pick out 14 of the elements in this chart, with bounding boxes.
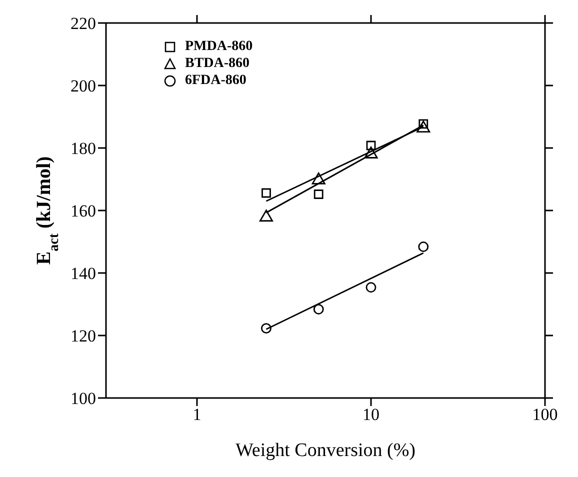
y-tick-label: 120 — [70, 326, 96, 346]
x-axis-title: Weight Conversion (%) — [236, 440, 416, 461]
y-tick-label: 180 — [70, 139, 96, 158]
legend-label: 6FDA-860 — [185, 72, 246, 89]
y-tick-label: 160 — [70, 202, 96, 221]
legend-label: BTDA-860 — [185, 55, 250, 72]
x-tick-label: 100 — [532, 405, 558, 424]
y-tick-label: 140 — [70, 264, 96, 284]
x-tick-label: 10 — [362, 405, 380, 424]
x-tick-label: 1 — [192, 405, 202, 424]
legend-label: PMDA-860 — [185, 38, 253, 55]
y-tick-label: 100 — [70, 389, 96, 408]
y-tick-label: 200 — [70, 76, 96, 96]
y-tick-label: 220 — [70, 14, 96, 34]
